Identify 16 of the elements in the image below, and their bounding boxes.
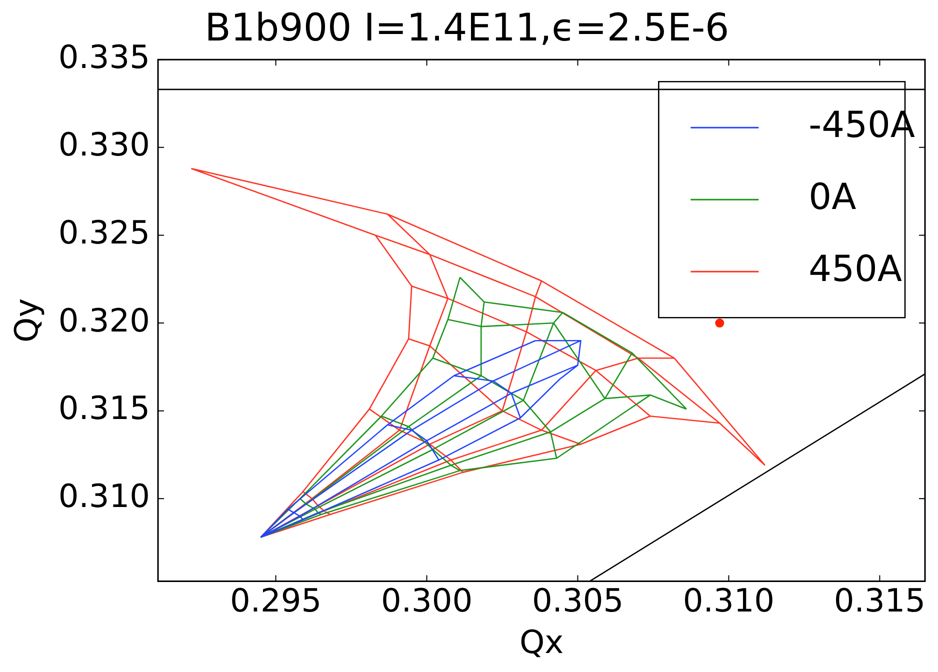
y-tick-label: 0.325 [58, 214, 150, 252]
x-tick-label: 0.310 [682, 582, 775, 620]
y-tick-label: 0.330 [58, 126, 150, 164]
x-tick-label: 0.315 [834, 582, 926, 620]
chart-title: B1b900 I=1.4E11,ϵ=2.5E-6 [204, 6, 730, 50]
legend-label: 450A [808, 248, 902, 290]
legend-label: 0A [808, 176, 857, 218]
x-tick-label: 0.295 [230, 582, 322, 620]
x-tick-label: 0.305 [532, 582, 624, 620]
y-tick-label: 0.320 [58, 301, 150, 340]
y-tick-label: 0.315 [58, 389, 150, 428]
x-axis-title: Qx [519, 623, 564, 662]
y-tick-label: 0.310 [58, 476, 150, 515]
y-tick-label: 0.335 [58, 38, 150, 76]
x-tick-label: 0.300 [380, 582, 473, 620]
y-axis-title: Qy [8, 298, 46, 342]
